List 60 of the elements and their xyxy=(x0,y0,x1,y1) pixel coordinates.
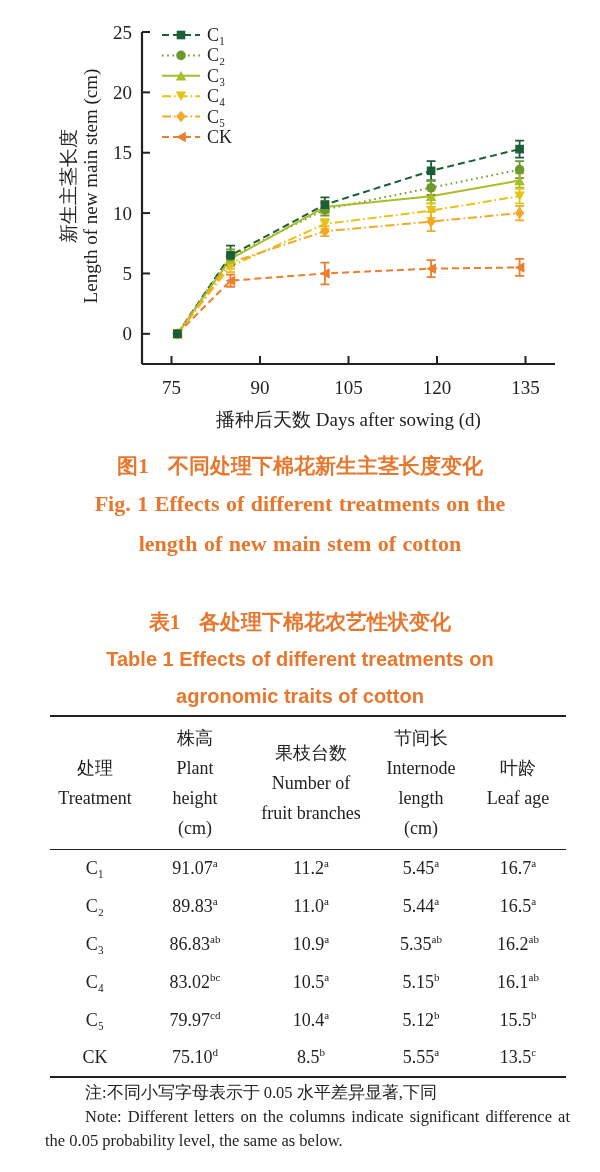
text: 10.4$^{a}$ xyxy=(292,1008,330,1030)
text: 15.5$^{b}$ xyxy=(499,1008,537,1030)
text: Note: Different letters on the columns indicate significant difference at the 0.05 probability level, the same as below. xyxy=(45,1106,570,1152)
y-axis-title: 新生主茎长度 Length of new main stem (cm) xyxy=(57,68,102,304)
text: 11.0$^{a}$ xyxy=(293,894,329,916)
legend-label: C₅ xyxy=(207,106,226,127)
x-tick-label: 75 xyxy=(162,376,181,398)
text: 16.1$^{ab}$ xyxy=(497,970,539,992)
text: 16.2$^{ab}$ xyxy=(497,932,539,954)
category-label: C₅ xyxy=(85,1009,105,1030)
text: 16.5$^{a}$ xyxy=(499,894,537,916)
text: 89.83$^{a}$ xyxy=(172,894,218,916)
y-tick-label: 5 xyxy=(122,262,132,284)
text: 16.7$^{a}$ xyxy=(499,857,537,878)
text: 86.83$^{ab}$ xyxy=(169,932,221,954)
category-label: C₁ xyxy=(85,857,105,878)
legend-label: C₂ xyxy=(207,45,226,66)
x-axis-title: 播种后天数 Days after sowing (d) xyxy=(216,408,481,431)
x-tick-label: 105 xyxy=(334,376,363,398)
text: 79.97$^{cd}$ xyxy=(169,1008,221,1030)
text: 5.12$^{b}$ xyxy=(402,1008,440,1030)
legend-label: C₃ xyxy=(207,65,226,86)
legend-label: C₁ xyxy=(207,25,226,45)
text: 8.5$^{b}$ xyxy=(297,1046,325,1067)
text: 处理 Treatment xyxy=(57,756,133,810)
category-label: C₂ xyxy=(85,895,105,916)
text: 5.35$^{ab}$ xyxy=(400,932,442,954)
text: 10.5$^{a}$ xyxy=(292,970,330,992)
text: 10.9$^{a}$ xyxy=(292,932,330,954)
text: 5.55$^{a}$ xyxy=(402,1046,440,1067)
category-label: C₃ xyxy=(85,933,105,954)
category-label: 果枝台数 Number of fruit branches xyxy=(260,741,362,825)
y-tick-label: 10 xyxy=(113,202,132,224)
category-label: 株高 Plant height (cm) xyxy=(171,726,219,840)
x-tick-label: 90 xyxy=(250,376,270,398)
text: 图1 不同处理下棉花新生主茎长度变化 xyxy=(116,453,484,480)
text: 注:不同小写字母表示于 0.05 水平差异显著,下同 xyxy=(84,1082,438,1104)
category-label: 叶龄 Leaf age xyxy=(485,756,551,810)
category-label: CK xyxy=(82,1047,108,1067)
text: 11.2$^{a}$ xyxy=(293,857,329,878)
text: 表1 各处理下棉花农艺性状变化 xyxy=(147,609,453,636)
text: 75.10$^{d}$ xyxy=(172,1046,218,1067)
x-tick-label: 135 xyxy=(511,376,540,398)
y-tick-label: 25 xyxy=(113,21,132,43)
legend-label: C₄ xyxy=(207,86,226,107)
y-tick-label: 20 xyxy=(113,81,132,103)
y-tick-label: 0 xyxy=(122,323,132,345)
y-tick-label: 15 xyxy=(113,142,132,164)
text: Table 1 Effects of different treatments on agronomic traits of cotton xyxy=(105,647,495,709)
category-label: 节间长 Internode length (cm) xyxy=(385,726,457,840)
text: 83.02$^{bc}$ xyxy=(169,970,221,992)
text: 91.07$^{a}$ xyxy=(172,857,218,878)
legend-label: CK xyxy=(207,127,233,147)
category-label: C₄ xyxy=(85,971,105,992)
text: 5.44$^{a}$ xyxy=(402,894,440,916)
text: 5.45$^{a}$ xyxy=(402,857,440,878)
text: 13.5$^{c}$ xyxy=(499,1046,537,1067)
text: 5.15$^{b}$ xyxy=(402,970,440,992)
text: Fig. 1 Effects of different treatments on the length of new main stem of cotton xyxy=(93,490,507,558)
x-tick-label: 120 xyxy=(422,376,452,398)
